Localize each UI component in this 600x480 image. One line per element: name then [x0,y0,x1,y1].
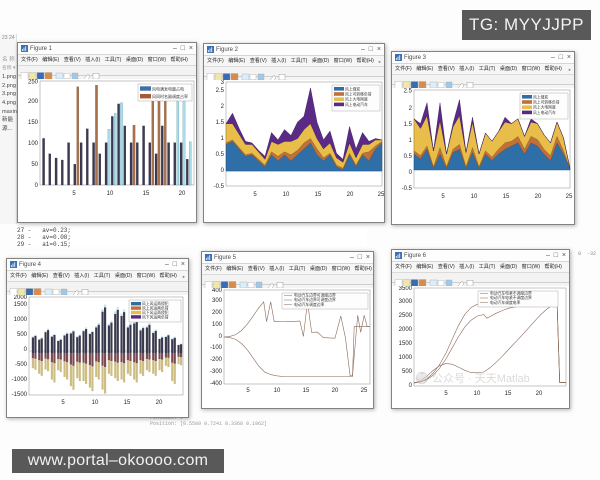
svg-text:风同时名副调度占率: 风同时名副调度占率 [152,93,188,99]
svg-text:15: 15 [124,400,131,406]
svg-text:10: 10 [92,400,99,406]
svg-text:15: 15 [143,191,150,197]
svg-text:150: 150 [28,120,39,126]
svg-text:10: 10 [474,391,481,397]
svg-text:400: 400 [212,288,223,294]
svg-text:2.5: 2.5 [216,88,225,94]
svg-text:风上风运两侵犯: 风上风运两侵犯 [142,301,169,306]
svg-text:-0.5: -0.5 [402,186,413,192]
svg-text:0: 0 [409,170,413,176]
svg-text:3500: 3500 [399,286,413,292]
svg-text:100: 100 [212,322,223,328]
svg-text:20: 20 [156,400,163,406]
svg-text:-400: -400 [210,381,223,387]
svg-text:风上大电网度: 风上大电网度 [533,105,556,110]
svg-text:5: 5 [253,192,257,198]
svg-text:风上煤炭: 风上煤炭 [345,86,360,91]
svg-text:10: 10 [274,388,281,394]
svg-text:电动汽车边界可调度边界: 电动汽车边界可调度边界 [294,292,336,297]
svg-text:1.5: 1.5 [404,122,413,128]
svg-text:50: 50 [31,162,38,168]
svg-text:200: 200 [212,310,223,316]
svg-text:20: 20 [535,194,542,200]
svg-text:20: 20 [332,388,339,394]
svg-text:-0.5: -0.5 [214,184,225,190]
svg-text:公众号 · 天天Matlab: 公众号 · 天天Matlab [432,372,530,385]
svg-text:2500: 2500 [399,313,413,319]
svg-text:2: 2 [221,104,225,110]
svg-text:风电满发电量占电: 风电满发电量占电 [152,85,184,91]
svg-text:风上可转移负荷: 风上可转移负荷 [533,100,560,105]
svg-text:0: 0 [409,383,413,389]
svg-text:风下风运两侵犯: 风下风运两侵犯 [142,310,169,315]
svg-text:500: 500 [402,369,413,375]
svg-text:25: 25 [378,192,384,198]
svg-text:5: 5 [246,388,250,394]
svg-text:5: 5 [61,400,65,406]
svg-text:200: 200 [28,99,39,105]
svg-text:电动汽车电紧不调度边界: 电动汽车电紧不调度边界 [490,290,532,295]
svg-text:1500: 1500 [399,341,413,347]
svg-text:1: 1 [221,136,225,142]
svg-text:15: 15 [503,194,510,200]
svg-text:15: 15 [315,192,322,198]
svg-text:-1000: -1000 [12,377,28,383]
svg-text:250: 250 [28,80,39,86]
svg-text:2: 2 [409,106,413,112]
svg-text:2000: 2000 [14,295,28,301]
svg-text:电动汽车电紧不调度边界: 电动汽车电紧不调度边界 [490,295,532,300]
svg-text:风上电动汽车: 风上电动汽车 [345,102,368,107]
svg-text:0.5: 0.5 [216,152,225,158]
svg-text:500: 500 [17,332,28,338]
svg-text:风上可转移负荷: 风上可转移负荷 [345,92,372,97]
svg-text:25: 25 [566,194,573,200]
svg-text:1000: 1000 [14,317,28,323]
svg-text:-300: -300 [210,369,223,375]
svg-text:20: 20 [536,391,543,397]
svg-text:10: 10 [471,194,478,200]
svg-text:2.5: 2.5 [404,89,413,95]
svg-text:10: 10 [107,191,114,197]
svg-text:300: 300 [212,298,223,304]
svg-text:电动汽车边界可调变边界: 电动汽车边界可调变边界 [294,297,336,302]
svg-text:-200: -200 [210,357,223,363]
svg-text:100: 100 [28,141,39,147]
svg-text:5: 5 [72,191,76,197]
svg-text:20: 20 [347,192,354,198]
svg-text:10: 10 [283,192,290,198]
svg-text:-100: -100 [210,345,223,351]
svg-text:电动汽车调度边率: 电动汽车调度边率 [294,302,325,307]
svg-text:3000: 3000 [399,299,413,305]
svg-text:5: 5 [444,391,448,397]
svg-text:0: 0 [219,334,223,340]
svg-text:25: 25 [361,388,368,394]
svg-text:3: 3 [221,80,225,86]
svg-text:电动汽车调度电率: 电动汽车调度电率 [490,300,521,305]
svg-text:0: 0 [24,347,28,353]
svg-text:风下风运两负荷: 风下风运两负荷 [142,314,169,319]
svg-text:1500: 1500 [14,302,28,308]
svg-text:风上电动汽车: 风上电动汽车 [533,110,556,115]
svg-text:风上风运两负荷: 风上风运两负荷 [142,306,169,311]
svg-text:0: 0 [221,168,225,174]
svg-text:5: 5 [441,194,445,200]
svg-text:15: 15 [303,388,310,394]
svg-text:风上大电网度: 风上大电网度 [345,97,368,102]
svg-text:0.5: 0.5 [404,154,413,160]
svg-text:1000: 1000 [399,355,413,361]
svg-text:风上煤炭: 风上煤炭 [533,94,548,99]
svg-text:-1500: -1500 [12,392,28,398]
svg-text:2000: 2000 [399,327,413,333]
svg-text:15: 15 [505,391,512,397]
svg-text:-500: -500 [15,362,28,368]
svg-text:0: 0 [35,183,39,189]
svg-text:1: 1 [409,138,413,144]
svg-text:20: 20 [179,191,186,197]
svg-text:1.5: 1.5 [216,120,225,126]
